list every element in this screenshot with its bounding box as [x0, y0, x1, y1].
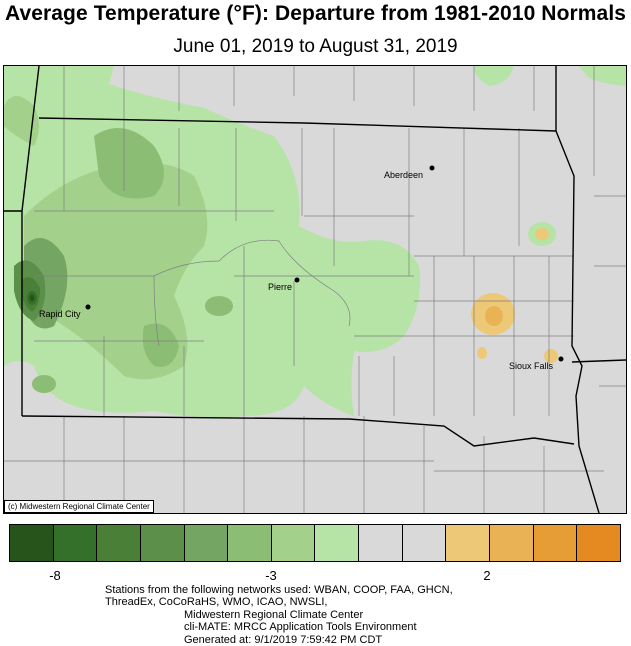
legend-swatch-12: [533, 525, 578, 561]
county-lines: [4, 66, 626, 513]
city-markers: [85, 165, 564, 362]
legend-tick-minus-8: -8: [49, 568, 61, 583]
footer-notes: Stations from the following networks use…: [105, 584, 453, 646]
city-label-rapid-city: Rapid City: [39, 309, 81, 319]
legend-tick-2: 2: [483, 568, 491, 583]
footer-line: cli-MATE: MRCC Application Tools Environ…: [184, 621, 417, 634]
legend-swatch-7: [315, 525, 360, 561]
sioux-falls-marker: [558, 356, 564, 362]
map-subtitle: June 01, 2019 to August 31, 2019: [173, 36, 458, 57]
legend-swatch-10: [446, 525, 491, 561]
legend-swatch-1: [53, 525, 98, 561]
legend-swatch-4: [184, 525, 229, 561]
city-label-pierre: Pierre: [268, 282, 293, 292]
legend-swatch-5: [228, 525, 272, 561]
legend-swatch-2: [97, 525, 141, 561]
rapid-city-marker: [85, 304, 91, 310]
legend-swatch-9: [402, 525, 447, 561]
footer-line: ThreadEx, CoCoRaHS, WMO, ICAO, NWSLI,: [105, 596, 328, 609]
legend-tick-minus-3: -3: [265, 568, 277, 583]
legend-swatch-13: [577, 525, 620, 561]
legend-swatch-0: [10, 525, 54, 561]
temperature-departure-map: Aberdeen Pierre Rapid City Sioux Falls (…: [3, 65, 627, 514]
city-label-sioux-falls: Sioux Falls: [509, 361, 554, 371]
legend-swatch-11: [490, 525, 534, 561]
state-borders: [4, 66, 626, 513]
footer-line: Stations from the following networks use…: [105, 584, 453, 596]
map-title: Average Temperature (°F): Departure from…: [4, 2, 627, 25]
legend-swatch-3: [140, 525, 185, 561]
footer-line: Midwestern Regional Climate Center: [184, 608, 364, 621]
map-credit: (c) Midwestern Regional Climate Center: [4, 500, 154, 513]
warm-anomaly-shading: [4, 222, 558, 363]
footer-line: Generated at: 9/1/2019 7:59:42 PM CDT: [184, 633, 383, 646]
aberdeen-marker: [429, 165, 435, 171]
legend-swatch-8: [359, 525, 403, 561]
color-legend: [9, 524, 621, 562]
map-graphic: [4, 66, 626, 513]
legend-swatch-6: [271, 525, 316, 561]
pierre-marker: [294, 277, 300, 283]
city-label-aberdeen: Aberdeen: [384, 170, 424, 180]
